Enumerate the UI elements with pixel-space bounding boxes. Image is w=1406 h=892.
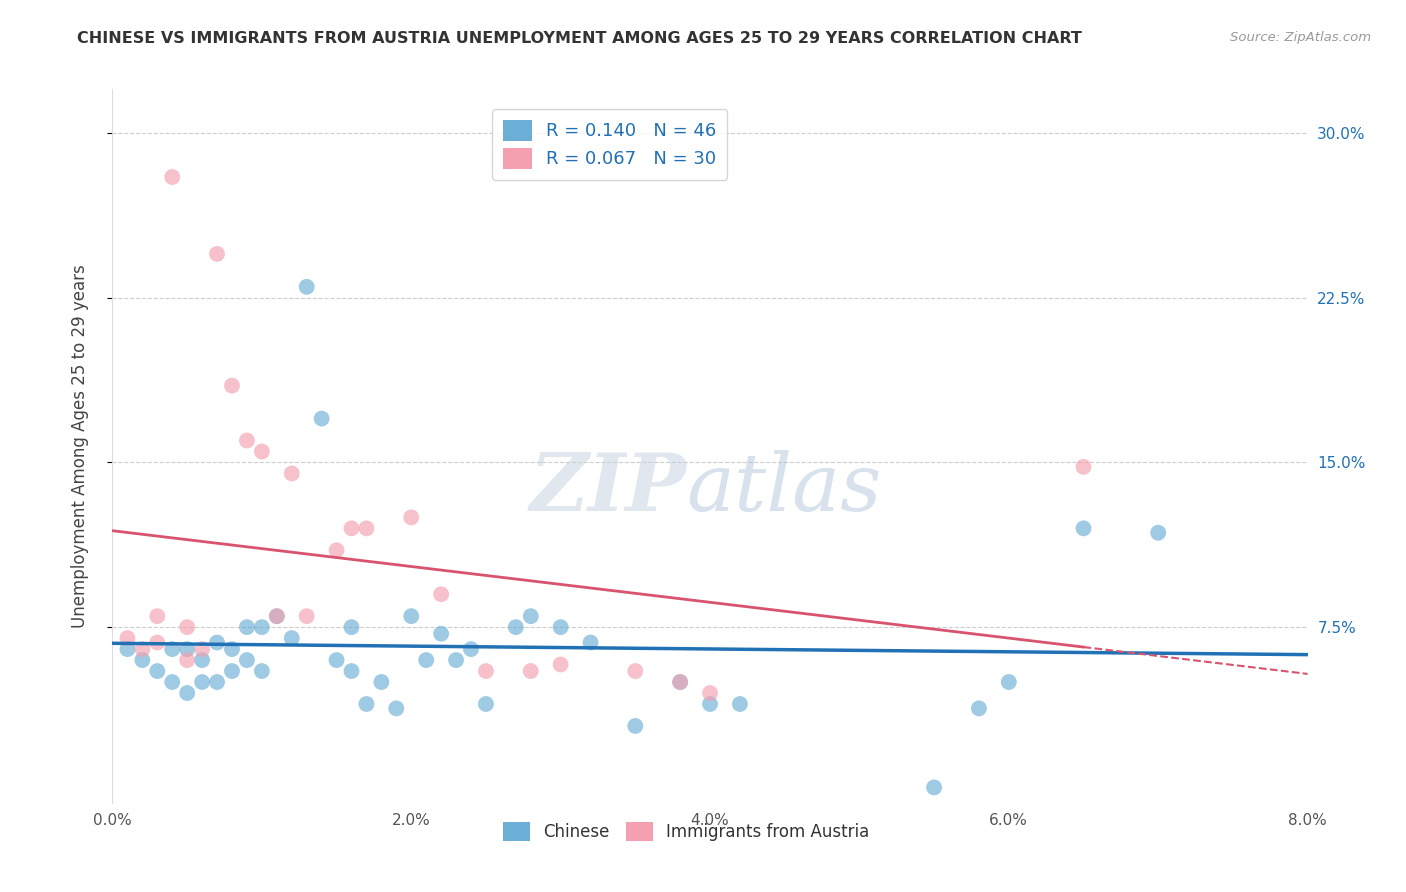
Point — [236, 620, 259, 634]
Point — [475, 664, 498, 678]
Point — [998, 675, 1021, 690]
Point — [146, 609, 169, 624]
Point — [176, 642, 198, 657]
Point — [1147, 525, 1170, 540]
Point — [162, 642, 183, 657]
Point — [430, 587, 453, 601]
Point — [131, 653, 153, 667]
Point — [401, 609, 423, 624]
Point — [221, 664, 243, 678]
Point — [922, 780, 945, 795]
Point — [191, 653, 214, 667]
Point — [669, 675, 692, 690]
Point — [550, 657, 572, 672]
Point — [340, 521, 363, 535]
Point — [205, 635, 228, 649]
Point — [401, 510, 423, 524]
Point — [146, 635, 169, 649]
Point — [311, 411, 333, 425]
Point — [117, 642, 139, 657]
Legend: Chinese, Immigrants from Austria: Chinese, Immigrants from Austria — [496, 815, 876, 848]
Point — [162, 169, 183, 184]
Point — [699, 697, 721, 711]
Point — [325, 543, 347, 558]
Point — [266, 609, 288, 624]
Point — [967, 701, 990, 715]
Point — [475, 697, 498, 711]
Point — [1073, 521, 1095, 535]
Point — [281, 631, 304, 645]
Point — [356, 697, 378, 711]
Point — [1073, 459, 1095, 474]
Y-axis label: Unemployment Among Ages 25 to 29 years: Unemployment Among Ages 25 to 29 years — [70, 264, 89, 628]
Point — [131, 642, 153, 657]
Point — [340, 664, 363, 678]
Text: ZIP: ZIP — [529, 450, 686, 527]
Point — [430, 626, 453, 640]
Point — [550, 620, 572, 634]
Point — [669, 675, 692, 690]
Point — [176, 620, 198, 634]
Point — [250, 444, 273, 458]
Point — [505, 620, 527, 634]
Point — [205, 247, 228, 261]
Point — [117, 631, 139, 645]
Point — [325, 653, 347, 667]
Point — [176, 653, 198, 667]
Point — [520, 664, 543, 678]
Point — [236, 434, 259, 448]
Point — [579, 635, 602, 649]
Point — [370, 675, 392, 690]
Point — [191, 675, 214, 690]
Point — [624, 664, 647, 678]
Point — [162, 675, 183, 690]
Point — [385, 701, 408, 715]
Point — [281, 467, 304, 481]
Point — [415, 653, 437, 667]
Point — [250, 620, 273, 634]
Point — [266, 609, 288, 624]
Point — [236, 653, 259, 667]
Point — [444, 653, 467, 667]
Point — [221, 642, 243, 657]
Point — [699, 686, 721, 700]
Point — [520, 609, 543, 624]
Point — [460, 642, 482, 657]
Point — [221, 378, 243, 392]
Point — [176, 686, 198, 700]
Point — [340, 620, 363, 634]
Text: Source: ZipAtlas.com: Source: ZipAtlas.com — [1230, 31, 1371, 45]
Point — [191, 642, 214, 657]
Point — [624, 719, 647, 733]
Point — [728, 697, 751, 711]
Text: atlas: atlas — [686, 450, 882, 527]
Point — [295, 280, 318, 294]
Point — [205, 675, 228, 690]
Text: CHINESE VS IMMIGRANTS FROM AUSTRIA UNEMPLOYMENT AMONG AGES 25 TO 29 YEARS CORREL: CHINESE VS IMMIGRANTS FROM AUSTRIA UNEMP… — [77, 31, 1083, 46]
Point — [356, 521, 378, 535]
Point — [295, 609, 318, 624]
Point — [250, 664, 273, 678]
Point — [146, 664, 169, 678]
